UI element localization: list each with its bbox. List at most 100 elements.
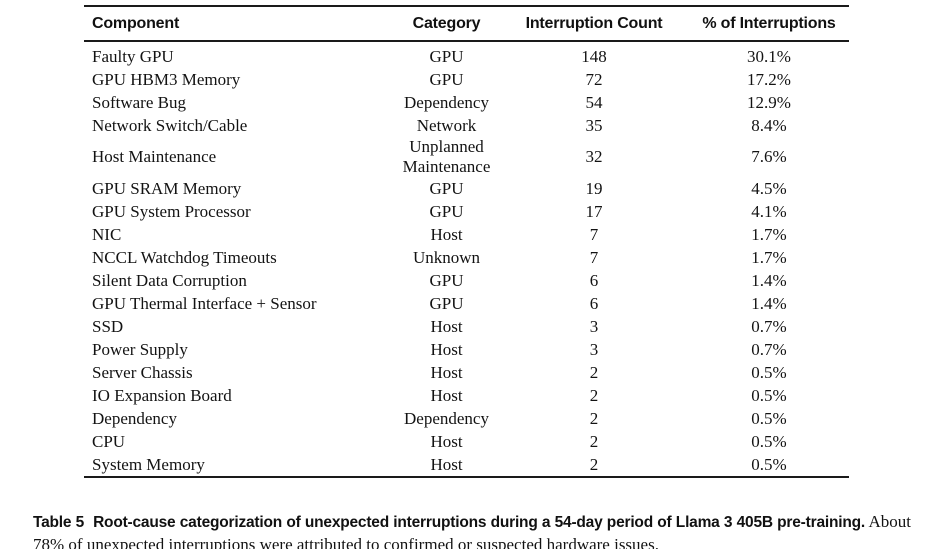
table-header-row: Component Category Interruption Count % …	[84, 6, 849, 42]
header-component: Component	[84, 6, 394, 42]
cell-count: 3	[589, 339, 599, 359]
table-row: System Memory Host 2 0.5%	[84, 453, 849, 477]
cell-percent: 1.4%	[751, 293, 787, 313]
cell-category: Host	[430, 362, 463, 382]
cell-component: Silent Data Corruption	[92, 270, 247, 290]
header-percent-of-interruptions: % of Interruptions	[689, 6, 849, 42]
header-category: Category	[394, 6, 499, 42]
table-row: Server Chassis Host 2 0.5%	[84, 361, 849, 384]
table-row: Software Bug Dependency 54 12.9%	[84, 91, 849, 114]
table-row: Power Supply Host 3 0.7%	[84, 338, 849, 361]
cell-count: 32	[585, 147, 603, 166]
cell-percent: 0.7%	[751, 339, 787, 359]
cell-component: Faulty GPU	[92, 46, 174, 66]
cell-count: 2	[589, 408, 599, 428]
table-row: GPU SRAM Memory GPU 19 4.5%	[84, 177, 849, 200]
cell-category: Host	[430, 454, 463, 474]
cell-category: Network	[416, 115, 477, 135]
cell-component: IO Expansion Board	[92, 385, 232, 405]
table-row: Faulty GPU GPU 148 30.1%	[84, 41, 849, 68]
table-row: GPU System Processor GPU 17 4.1%	[84, 200, 849, 223]
cell-percent: 0.5%	[751, 454, 787, 474]
cell-category: GPU	[429, 178, 464, 198]
header-interruption-count: Interruption Count	[499, 6, 689, 42]
cell-component: GPU Thermal Interface + Sensor	[92, 293, 317, 313]
table-row: GPU Thermal Interface + Sensor GPU 6 1.4%	[84, 292, 849, 315]
cell-component: Host Maintenance	[92, 147, 217, 166]
cell-percent: 0.5%	[751, 408, 787, 428]
table-row: NIC Host 7 1.7%	[84, 223, 849, 246]
cell-count: 7	[589, 224, 599, 244]
cell-percent: 4.1%	[751, 201, 787, 221]
cell-category: Host	[430, 339, 463, 359]
cell-component: GPU System Processor	[92, 201, 251, 221]
cell-percent: 17.2%	[747, 69, 791, 89]
table-row: Dependency Dependency 2 0.5%	[84, 407, 849, 430]
table-row: GPU HBM3 Memory GPU 72 17.2%	[84, 68, 849, 91]
cell-category: GPU	[429, 293, 464, 313]
cell-count: 148	[581, 46, 607, 66]
cell-count: 2	[589, 362, 599, 382]
cell-count: 2	[589, 385, 599, 405]
cell-component: Network Switch/Cable	[92, 115, 248, 135]
cell-count: 72	[585, 69, 603, 89]
cell-percent: 7.6%	[751, 147, 787, 166]
cell-component: SSD	[92, 316, 124, 336]
table-row: Silent Data Corruption GPU 6 1.4%	[84, 269, 849, 292]
cell-percent: 1.7%	[751, 247, 787, 267]
table-header: Component Category Interruption Count % …	[84, 6, 849, 42]
cell-percent: 8.4%	[751, 115, 787, 135]
cell-category: Unknown	[412, 247, 481, 267]
cell-category: Host	[430, 431, 463, 451]
cell-category: Unplanned Maintenance	[402, 137, 491, 176]
cell-component: NIC	[92, 224, 122, 244]
table-row: Network Switch/Cable Network 35 8.4%	[84, 114, 849, 137]
cell-count: 2	[589, 454, 599, 474]
cell-category: Dependency	[404, 92, 489, 112]
cell-category: GPU	[429, 46, 464, 66]
cell-count: 6	[589, 270, 599, 290]
cell-component: GPU SRAM Memory	[92, 178, 242, 198]
cell-count: 6	[589, 293, 599, 313]
table-row: Host Maintenance Unplanned Maintenance 32 7…	[84, 137, 849, 177]
cell-category: Host	[430, 385, 463, 405]
table-caption: Table 5 Root-cause categorization of unex…	[33, 511, 911, 549]
cell-percent: 0.5%	[751, 431, 787, 451]
caption-bold-text: Root-cause categorization of unexpected …	[93, 514, 865, 531]
cell-percent: 4.5%	[751, 178, 787, 198]
caption-label: Table 5	[33, 514, 85, 531]
cell-count: 35	[585, 115, 603, 135]
cell-percent: 1.4%	[751, 270, 787, 290]
cell-percent: 30.1%	[747, 46, 791, 66]
table-row: SSD Host 3 0.7%	[84, 315, 849, 338]
cell-category: GPU	[429, 270, 464, 290]
cell-count: 17	[585, 201, 603, 221]
table-row: NCCL Watchdog Timeouts Unknown 7 1.7%	[84, 246, 849, 269]
cell-component: Software Bug	[92, 92, 186, 112]
cell-count: 54	[585, 92, 603, 112]
table-row: CPU Host 2 0.5%	[84, 430, 849, 453]
cell-component: Server Chassis	[92, 362, 193, 382]
cell-percent: 0.7%	[751, 316, 787, 336]
cell-component: Dependency	[92, 408, 177, 428]
cell-category: Dependency	[404, 408, 489, 428]
cell-component: CPU	[92, 431, 126, 451]
caption-regular-text: About 78% of unexpected interruptions we…	[33, 512, 911, 549]
table-body: Faulty GPU GPU 148 30.1% GPU HBM3 Memory GPU 7…	[84, 41, 849, 477]
cell-component: NCCL Watchdog Timeouts	[92, 247, 277, 267]
interruptions-table: Component Category Interruption Count % …	[84, 5, 849, 478]
cell-count: 2	[589, 431, 599, 451]
cell-count: 3	[589, 316, 599, 336]
cell-category: Host	[430, 224, 463, 244]
cell-category: Host	[430, 316, 463, 336]
cell-category: GPU	[429, 69, 464, 89]
cell-percent: 12.9%	[747, 92, 791, 112]
cell-percent: 0.5%	[751, 385, 787, 405]
cell-count: 7	[589, 247, 599, 267]
cell-category: GPU	[429, 201, 464, 221]
table-row: IO Expansion Board Host 2 0.5%	[84, 384, 849, 407]
cell-component: Power Supply	[92, 339, 188, 359]
cell-component: GPU HBM3 Memory	[92, 69, 241, 89]
cell-count: 19	[585, 178, 603, 198]
